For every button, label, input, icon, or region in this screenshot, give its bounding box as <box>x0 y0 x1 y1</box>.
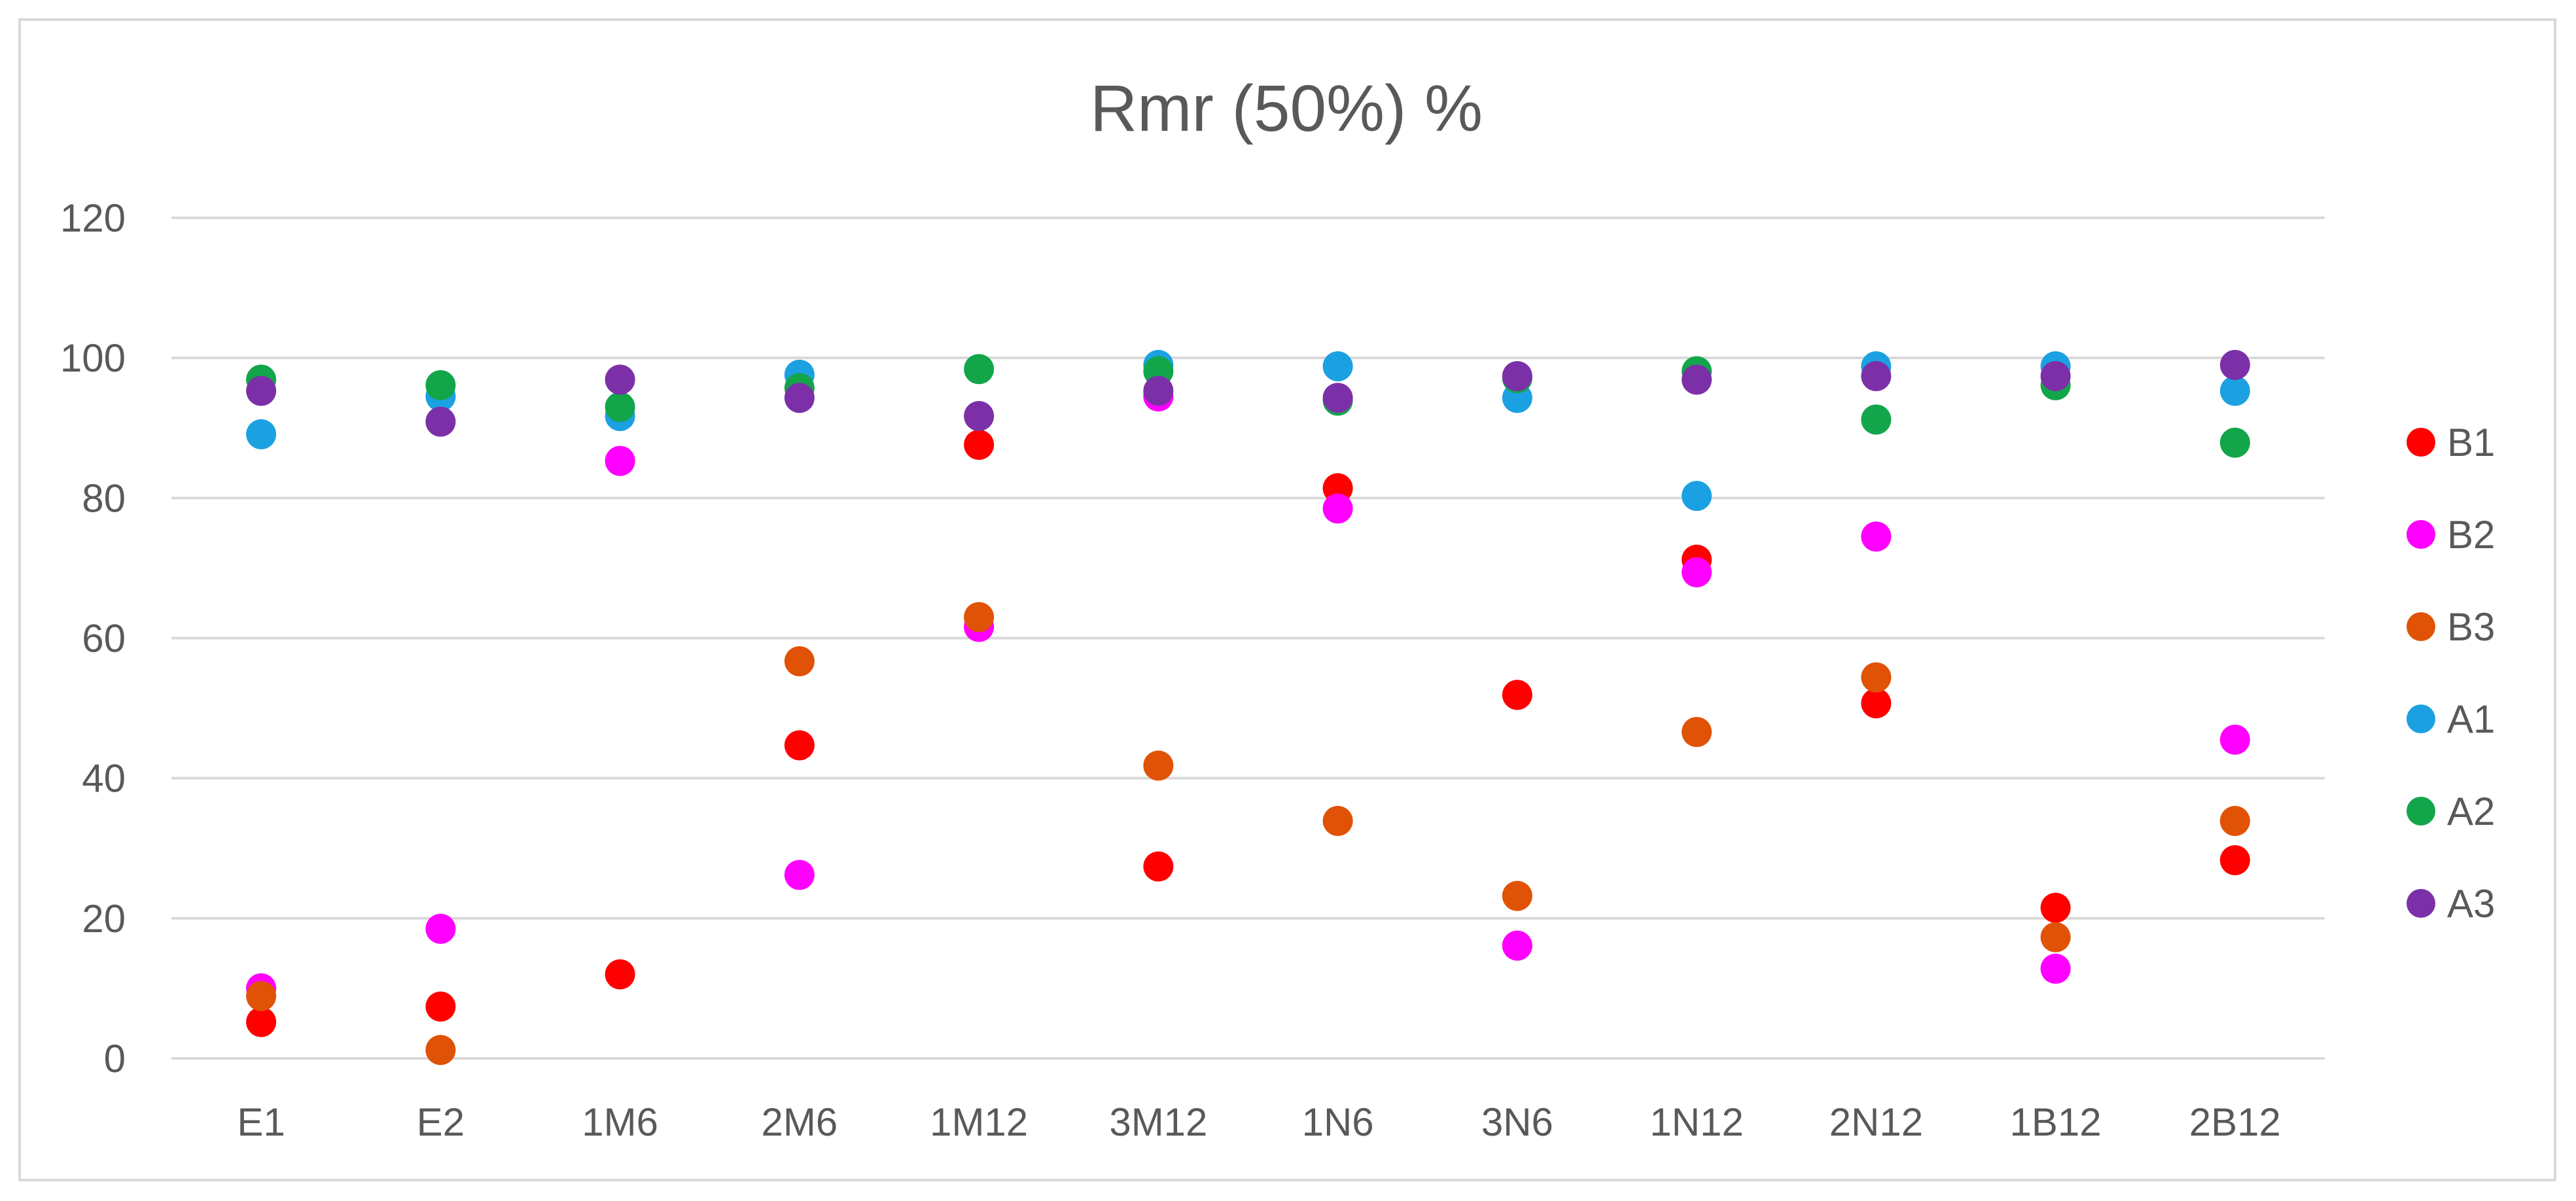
data-points <box>246 349 2250 1066</box>
data-point-b3 <box>1682 716 1712 747</box>
data-point-b3 <box>1143 750 1174 781</box>
data-point-b1 <box>1143 851 1174 882</box>
data-point-b2 <box>1861 521 1892 552</box>
data-point-b1 <box>1861 688 1892 719</box>
data-point-b3 <box>246 981 277 1011</box>
data-point-a1 <box>1322 351 1353 382</box>
x-tick-label: 2N12 <box>1829 1100 1923 1144</box>
legend-label: B1 <box>2447 421 2495 464</box>
data-point-b3 <box>2219 805 2250 836</box>
y-tick-label: 80 <box>82 476 126 520</box>
data-point-b1 <box>964 429 995 460</box>
data-point-a3 <box>964 401 995 432</box>
data-point-b2 <box>2219 724 2250 755</box>
data-point-a3 <box>246 375 277 406</box>
data-point-a2 <box>964 354 995 385</box>
x-axis-ticks: E1 E2 1M6 2M6 1M12 3M12 1N6 3N6 1N12 2N12 1B12 2B12 <box>237 1100 2281 1144</box>
data-point-b3 <box>964 602 995 633</box>
x-tick-label: 1B12 <box>2010 1100 2102 1144</box>
x-tick-label: E1 <box>237 1100 285 1144</box>
data-point-a3 <box>784 383 815 413</box>
legend-marker <box>2407 428 2435 457</box>
data-point-a3 <box>1322 383 1353 413</box>
data-point-a1 <box>246 419 277 449</box>
data-point-a1 <box>1682 481 1712 512</box>
data-point-b3 <box>1861 662 1892 693</box>
data-point-b1 <box>246 1007 277 1037</box>
data-point-b2 <box>1322 493 1353 524</box>
data-point-a1 <box>2219 375 2250 406</box>
legend-marker <box>2407 612 2435 641</box>
data-point-b3 <box>425 1035 456 1066</box>
x-tick-label: E2 <box>417 1100 465 1144</box>
legend: B1 B2 B3 A1 A2 A3 <box>2407 421 2495 926</box>
data-point-b1 <box>2219 844 2250 875</box>
x-tick-label: 1N12 <box>1650 1100 1743 1144</box>
data-point-b1 <box>425 991 456 1022</box>
data-point-b1 <box>784 730 815 761</box>
data-point-b3 <box>1322 805 1353 836</box>
data-point-b3 <box>2040 922 2071 952</box>
x-tick-label: 3N6 <box>1481 1100 1553 1144</box>
data-point-b2 <box>1502 930 1532 961</box>
data-point-a2 <box>425 370 456 400</box>
y-tick-label: 60 <box>82 617 126 661</box>
legend-label: B2 <box>2447 513 2495 557</box>
y-tick-label: 20 <box>82 897 126 941</box>
data-point-a2 <box>1861 404 1892 435</box>
x-tick-label: 1N6 <box>1302 1100 1374 1144</box>
legend-label: A3 <box>2447 882 2495 926</box>
chart-frame <box>18 18 2556 1181</box>
legend-label: A1 <box>2447 697 2495 741</box>
x-tick-label: 1M6 <box>582 1100 658 1144</box>
data-point-a2 <box>605 392 635 423</box>
data-point-b2 <box>605 445 635 476</box>
data-point-a3 <box>1861 361 1892 392</box>
y-axis-ticks: 0 20 40 60 80 100 120 <box>60 196 126 1081</box>
chart-title: Rmr (50%) % <box>1090 72 1483 145</box>
y-tick-label: 0 <box>104 1037 126 1081</box>
data-point-a3 <box>605 364 635 395</box>
legend-marker <box>2407 797 2435 826</box>
data-point-a3 <box>425 406 456 437</box>
data-point-b1 <box>605 959 635 990</box>
x-tick-label: 3M12 <box>1109 1100 1207 1144</box>
data-point-a3 <box>1682 364 1712 395</box>
legend-marker <box>2407 889 2435 918</box>
data-point-b2 <box>425 913 456 944</box>
legend-label: B3 <box>2447 605 2495 649</box>
y-tick-label: 120 <box>60 196 126 240</box>
data-point-b1 <box>1502 680 1532 710</box>
data-point-b2 <box>1682 557 1712 587</box>
x-tick-label: 2M6 <box>762 1100 838 1144</box>
gridlines <box>171 217 2325 1060</box>
data-point-a3 <box>1143 375 1174 406</box>
data-point-b2 <box>784 860 815 890</box>
data-point-a2 <box>2219 427 2250 458</box>
x-tick-label: 2B12 <box>2189 1100 2281 1144</box>
data-point-b3 <box>1502 880 1532 911</box>
data-point-b1 <box>2040 892 2071 923</box>
data-point-b3 <box>784 646 815 676</box>
x-tick-label: 1M12 <box>930 1100 1028 1144</box>
legend-marker <box>2407 520 2435 549</box>
y-tick-label: 40 <box>82 757 126 801</box>
data-point-a3 <box>2040 361 2071 392</box>
legend-marker <box>2407 705 2435 733</box>
y-tick-label: 100 <box>60 336 126 380</box>
data-point-a3 <box>2219 349 2250 380</box>
legend-label: A2 <box>2447 790 2495 833</box>
data-point-b2 <box>2040 953 2071 984</box>
data-point-a3 <box>1502 361 1532 392</box>
